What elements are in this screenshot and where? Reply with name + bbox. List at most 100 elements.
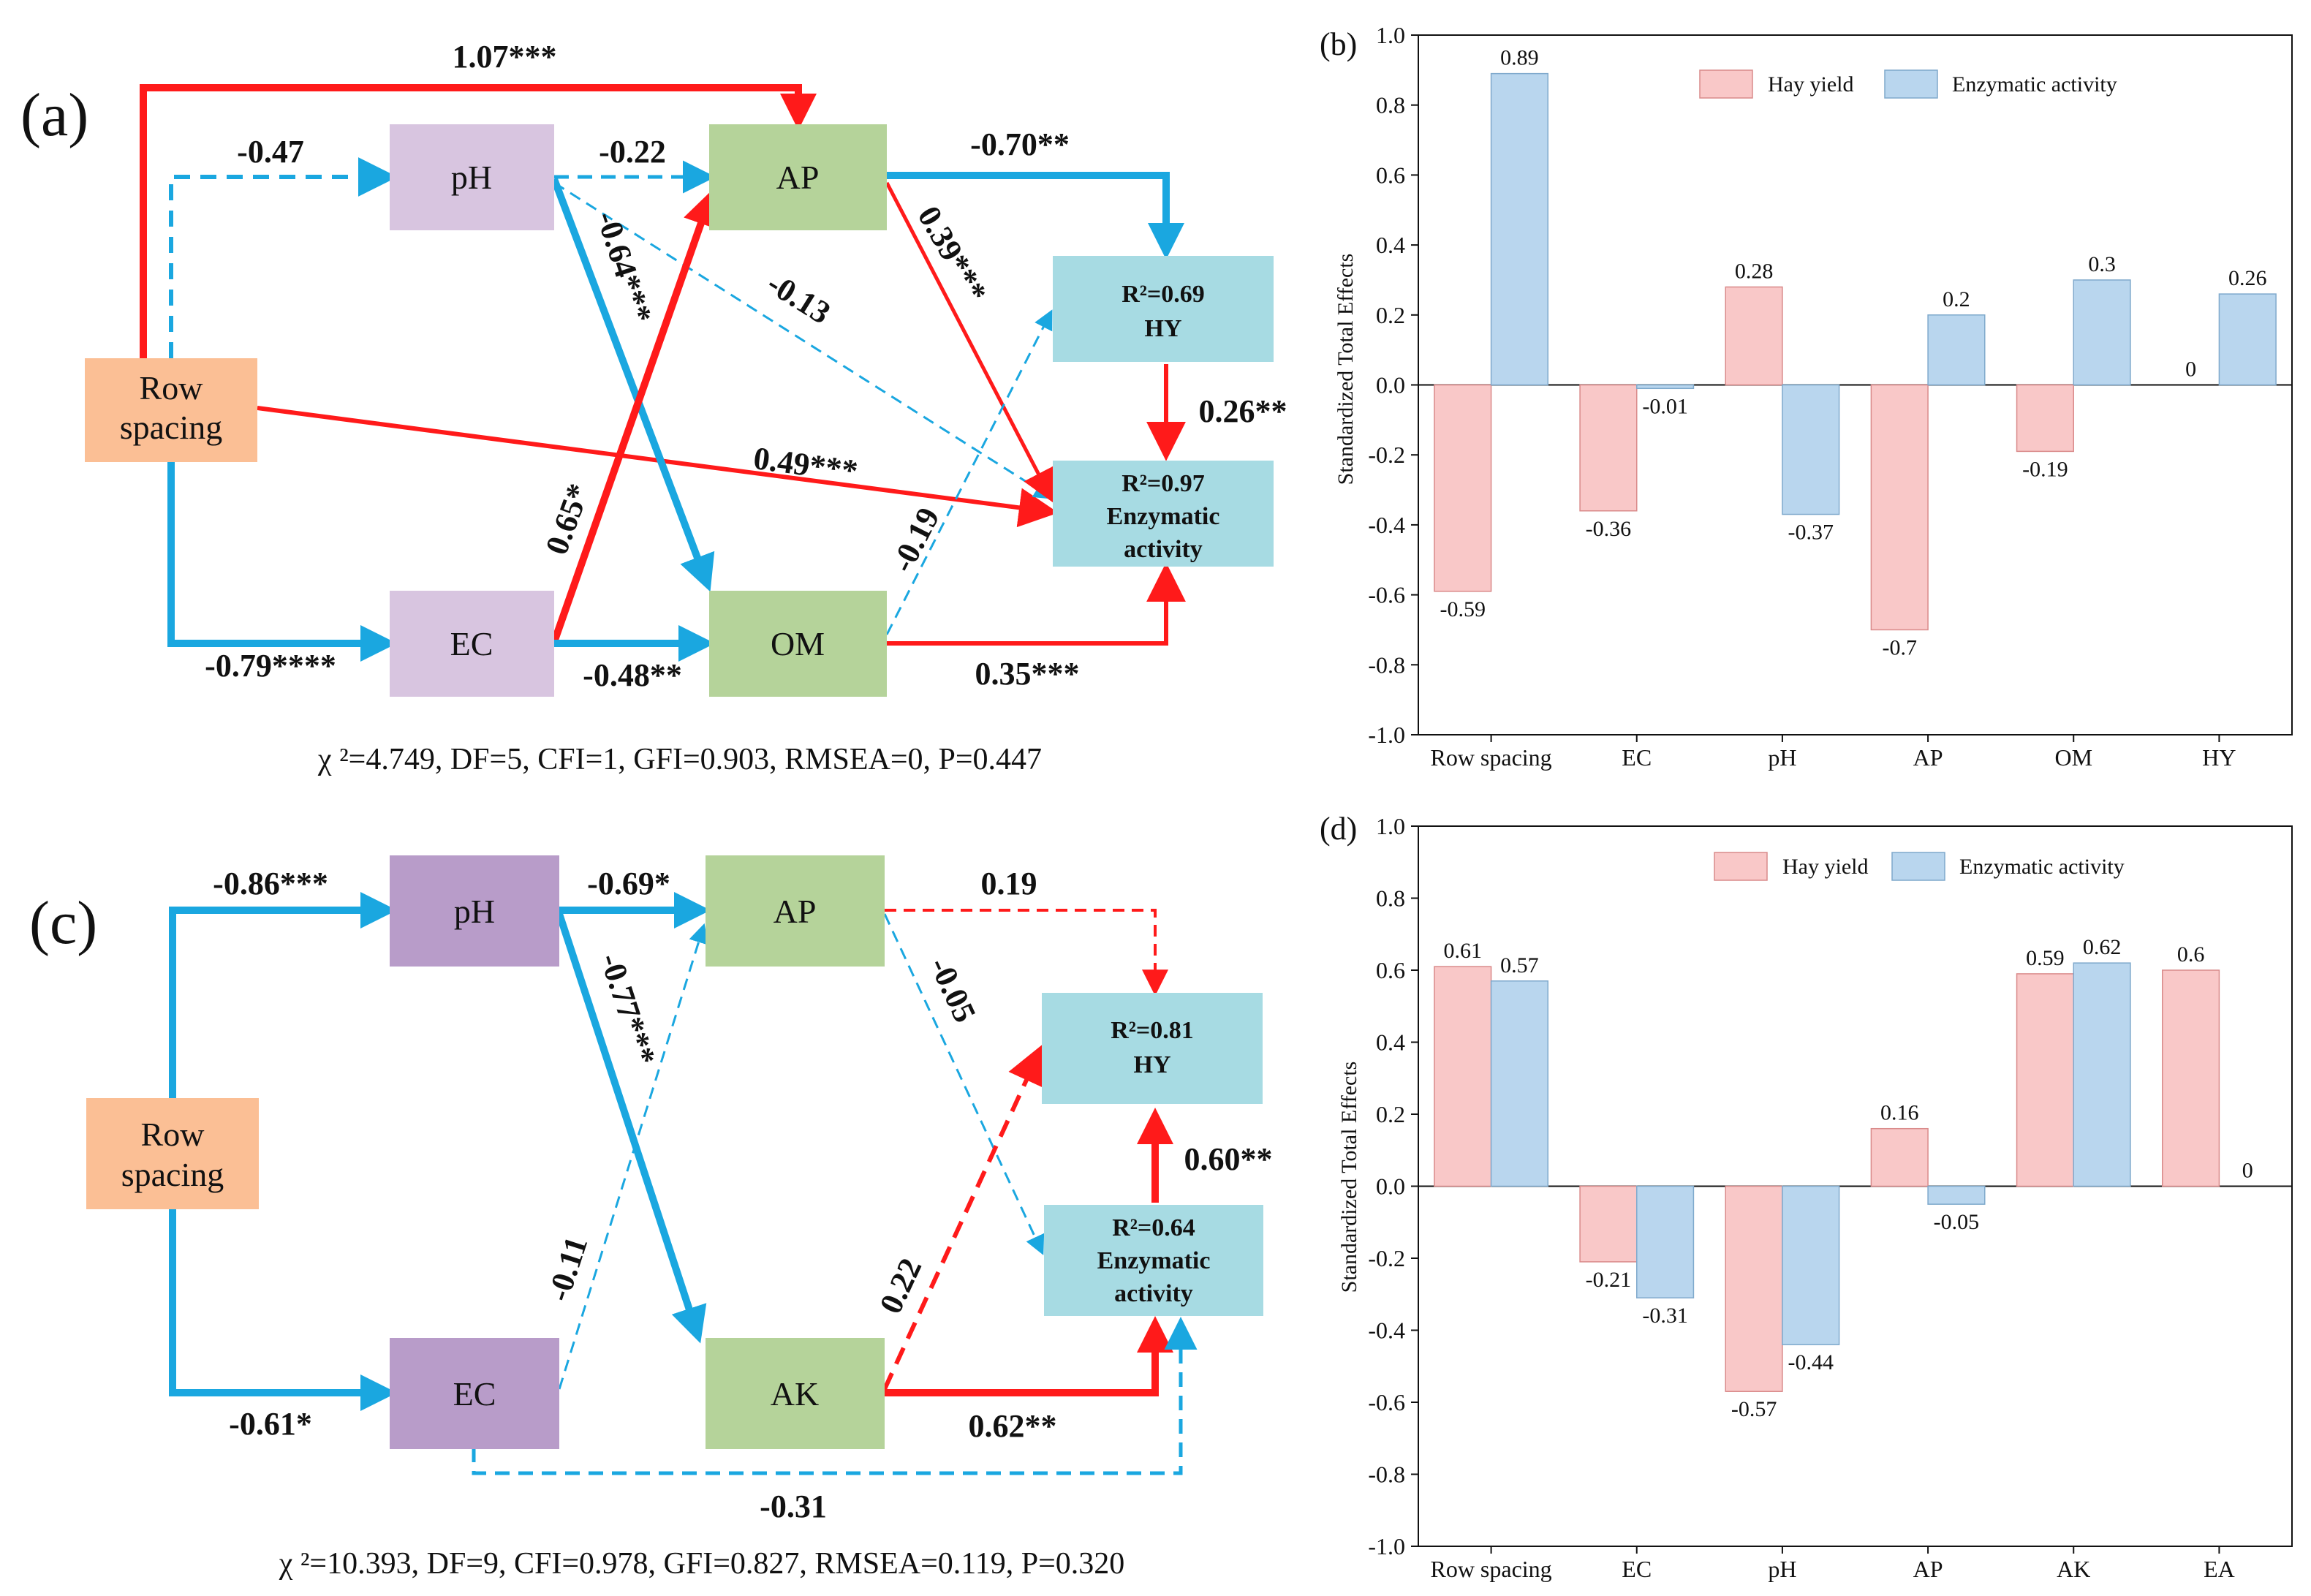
data-label: -0.19 xyxy=(2022,457,2068,481)
coef-c-ec-ea: -0.31 xyxy=(760,1489,827,1524)
path-a-row-ea xyxy=(257,406,1059,528)
bar-enzymatic-activity xyxy=(1636,1185,1695,1298)
y-tick-label: -0.6 xyxy=(1368,1389,1405,1415)
coef-c-ak-ea: 0.62** xyxy=(969,1408,1057,1444)
node-a-row-spacing xyxy=(85,358,257,462)
bar-hay-yield xyxy=(1725,1185,1783,1392)
bar-enzymatic-activity xyxy=(1490,72,1549,386)
y-tick-label: 0.4 xyxy=(1376,232,1405,258)
data-label: 0.26 xyxy=(2228,266,2267,290)
coef-c-ec-ap: -0.11 xyxy=(540,1233,594,1306)
panel-c-label: (c) xyxy=(29,889,97,957)
node-a-om-text: OM xyxy=(771,625,825,662)
data-label: -0.37 xyxy=(1788,521,1834,545)
node-c-row-text2: spacing xyxy=(121,1156,224,1193)
bar-hay-yield xyxy=(2016,384,2074,453)
y-tick-label: -0.4 xyxy=(1368,512,1405,538)
node-a-ap xyxy=(709,124,887,230)
data-label: -0.21 xyxy=(1586,1268,1632,1292)
coef-c-ap-ea: -0.05 xyxy=(923,952,983,1028)
path-c-ec-ea xyxy=(472,1317,1198,1475)
node-a-ea xyxy=(1053,461,1274,567)
bar-hay-yield xyxy=(1870,1127,1929,1187)
x-tick-label: AK xyxy=(2057,1556,2090,1582)
y-tick-label: 0.0 xyxy=(1376,372,1405,398)
path-a-ph-om xyxy=(551,178,715,592)
y-tick-label: -1.0 xyxy=(1368,1533,1405,1559)
chart-d-legend: Hay yield Enzymatic activity xyxy=(1714,852,2125,881)
node-c-hy-text1: R²=0.81 xyxy=(1111,1017,1194,1044)
coef-c-row-ph: -0.86*** xyxy=(213,866,328,901)
y-tick-label: 1.0 xyxy=(1376,813,1405,839)
chart-b-legend: Hay yield Enzymatic activity xyxy=(1699,69,2117,99)
data-label: 0.89 xyxy=(1500,46,1539,70)
x-tick-label: Row spacing xyxy=(1430,1556,1551,1582)
node-c-ea-text3: activity xyxy=(1114,1280,1193,1307)
path-c-ec-ap xyxy=(558,923,708,1390)
path-c-row-ec xyxy=(169,1209,397,1411)
bar-hay-yield xyxy=(1579,1185,1638,1263)
node-a-ea-text3: activity xyxy=(1124,536,1203,563)
panel-c: (c) Row spacing pH EC AP AK R²=0.81 HY R… xyxy=(29,855,1273,1581)
bar-enzymatic-activity xyxy=(2218,293,2277,386)
data-label: -0.59 xyxy=(1440,597,1486,621)
data-label: 0 xyxy=(2242,1159,2253,1183)
y-tick-label: 0.2 xyxy=(1376,302,1405,328)
y-tick-label: 0.6 xyxy=(1376,957,1405,983)
node-a-ec xyxy=(390,591,554,697)
data-label: 0.2 xyxy=(1943,287,1970,311)
coef-a-hy-ea: 0.26** xyxy=(1199,393,1287,429)
node-c-row-spacing xyxy=(86,1098,259,1209)
data-label: -0.7 xyxy=(1882,635,1917,659)
legend-b-hay-label: Hay yield xyxy=(1768,72,1853,97)
path-a-ap-ea xyxy=(885,181,1054,503)
legend-d-enz-swatch xyxy=(1891,852,1945,881)
data-label: 0 xyxy=(2185,358,2196,382)
bar-hay-yield xyxy=(2016,973,2074,1187)
panel-a-label: (a) xyxy=(20,81,88,149)
bar-enzymatic-activity xyxy=(2073,962,2131,1187)
path-a-row-ph xyxy=(169,157,398,358)
bar-enzymatic-activity xyxy=(1490,980,1549,1187)
node-a-ph-text: pH xyxy=(451,159,492,196)
coef-a-row-ec: -0.79**** xyxy=(205,648,336,684)
node-a-ph xyxy=(390,124,554,230)
bar-enzymatic-activity xyxy=(1782,1185,1840,1345)
legend-b-enz-swatch xyxy=(1884,69,1938,99)
chart-d-label: (d) xyxy=(1320,811,1357,847)
chart-d-ylabel: Standardized Total Effects xyxy=(1337,1062,1361,1293)
y-tick-label: 1.0 xyxy=(1376,22,1405,48)
data-label: 0.6 xyxy=(2177,942,2205,967)
path-a-row-ap xyxy=(140,84,817,358)
bar-hay-yield xyxy=(2161,969,2220,1187)
x-tick-label: AP xyxy=(1913,744,1943,771)
bar-enzymatic-activity xyxy=(1927,1185,1986,1205)
node-a-om xyxy=(709,591,887,697)
chart-b-ylabel: Standardized Total Effects xyxy=(1334,254,1358,485)
panel-a: (a) Row spacing pH EC AP OM R²=0.69 HY R… xyxy=(20,39,1287,776)
bar-hay-yield xyxy=(1434,966,1492,1187)
data-label: 0.28 xyxy=(1735,260,1774,284)
y-tick-label: 0.0 xyxy=(1376,1173,1405,1200)
bar-enzymatic-activity xyxy=(1927,314,1986,386)
data-label: 0.57 xyxy=(1500,953,1539,977)
x-tick-label: HY xyxy=(2202,744,2236,771)
legend-d-hay-swatch xyxy=(1714,852,1768,881)
chart-d-bars: 0.61 0.57 -0.21 -0.31 -0.57 -0.44 0.16 -0.05 0.5… xyxy=(1434,935,2253,1421)
node-c-ap-text: AP xyxy=(774,893,817,930)
coef-a-om-hy: -0.19 xyxy=(884,502,946,578)
data-label: 0.62 xyxy=(2083,935,2122,959)
data-label: -0.05 xyxy=(1934,1210,1980,1234)
node-c-ec xyxy=(390,1338,559,1449)
bar-hay-yield xyxy=(1725,286,1783,386)
x-tick-label: OM xyxy=(2054,744,2092,771)
coef-a-ph-ap: -0.22 xyxy=(599,134,666,170)
data-label: -0.31 xyxy=(1642,1304,1688,1328)
path-c-row-ph xyxy=(169,892,397,1098)
data-label: 0.3 xyxy=(2088,252,2116,276)
path-c-ak-ea xyxy=(885,1316,1173,1396)
chart-d: (d) Standardized Total Effects -1.0-0.8-… xyxy=(1320,811,2293,1582)
node-c-ak-text: AK xyxy=(771,1375,819,1412)
coef-a-row-ea: 0.49*** xyxy=(752,440,860,489)
